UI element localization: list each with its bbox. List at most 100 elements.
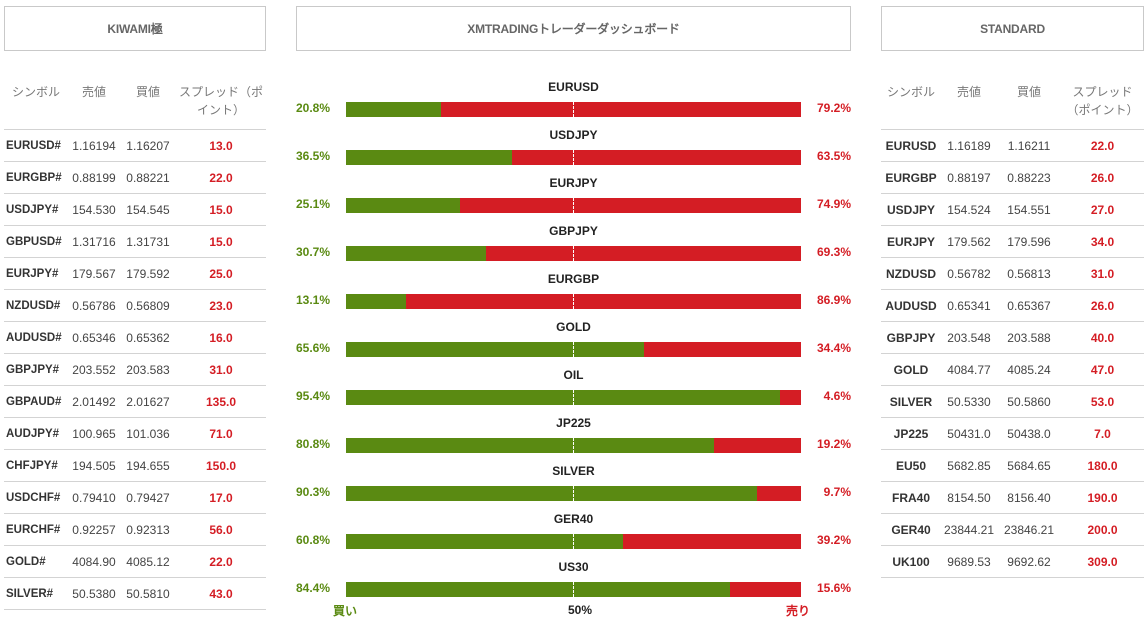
sentiment-item: SILVER 90.3% 9.7% xyxy=(296,464,851,512)
ask-cell: 0.88223 xyxy=(1007,170,1051,185)
dashboard-panel-title: XMTRADINGトレーダーダッシュボード xyxy=(296,6,851,51)
ask-cell: 1.16211 xyxy=(1007,138,1051,153)
symbol-cell: AUDUSD xyxy=(885,298,937,313)
bid-cell: 194.505 xyxy=(72,458,116,473)
symbol-cell: EURGBP xyxy=(885,170,937,185)
buy-percent: 95.4% xyxy=(296,389,331,403)
spread-cell: 25.0 xyxy=(209,266,233,281)
bid-cell: 0.79410 xyxy=(72,490,116,505)
symbol-cell: NZDUSD xyxy=(886,266,936,281)
table-row: USDJPY 154.524 154.551 27.0 xyxy=(881,194,1144,226)
table-row: NZDUSD# 0.56786 0.56809 23.0 xyxy=(4,290,266,322)
table-row: NZDUSD 0.56782 0.56813 31.0 xyxy=(881,258,1144,290)
bid-cell: 1.16194 xyxy=(72,138,116,153)
buy-bar-fill xyxy=(346,534,623,549)
sentiment-bar xyxy=(346,342,801,357)
table-row: AUDUSD 0.65341 0.65367 26.0 xyxy=(881,290,1144,322)
bid-cell: 4084.90 xyxy=(72,554,116,569)
sentiment-item: JP225 80.8% 19.2% xyxy=(296,416,851,464)
midpoint-marker xyxy=(573,198,574,213)
header-ask: 買値 xyxy=(135,85,160,99)
symbol-cell: FRA40 xyxy=(891,490,930,505)
axis-mid-label: 50% xyxy=(567,603,593,617)
symbol-cell: GBPJPY xyxy=(886,330,936,345)
spread-cell: 71.0 xyxy=(209,426,233,441)
spread-cell: 23.0 xyxy=(209,298,233,313)
spread-cell: 13.0 xyxy=(209,138,233,153)
spread-cell: 26.0 xyxy=(1090,298,1115,313)
standard-panel-title: STANDARD xyxy=(881,6,1144,51)
symbol-cell: GOLD xyxy=(893,362,929,377)
table-row: USDJPY# 154.530 154.545 15.0 xyxy=(4,194,266,226)
bid-cell: 0.56786 xyxy=(72,298,116,313)
sentiment-bar xyxy=(346,534,801,549)
buy-bar-fill xyxy=(346,246,486,261)
header-symbol: シンボル xyxy=(886,85,935,99)
sentiment-bar xyxy=(346,198,801,213)
spread-cell: 26.0 xyxy=(1090,170,1115,185)
sentiment-bar xyxy=(346,486,801,501)
midpoint-marker xyxy=(573,438,574,453)
sentiment-symbol: US30 xyxy=(558,560,589,574)
ask-cell: 0.56813 xyxy=(1007,266,1051,281)
table-row: EURUSD 1.16189 1.16211 22.0 xyxy=(881,130,1144,162)
symbol-cell: EURJPY xyxy=(886,234,936,249)
ask-cell: 2.01627 xyxy=(126,394,170,409)
buy-percent: 90.3% xyxy=(296,485,331,499)
table-row: EURGBP 0.88197 0.88223 26.0 xyxy=(881,162,1144,194)
symbol-cell: GER40 xyxy=(891,522,931,537)
sentiment-item: US30 84.4% 15.6% xyxy=(296,560,851,608)
sentiment-symbol: JP225 xyxy=(556,416,591,430)
buy-bar-fill xyxy=(346,342,645,357)
ask-cell: 1.16207 xyxy=(126,138,170,153)
buy-percent: 20.8% xyxy=(296,101,331,115)
spread-cell: 56.0 xyxy=(209,522,233,537)
ask-cell: 23846.21 xyxy=(1003,522,1055,537)
sell-percent: 4.6% xyxy=(823,389,851,403)
spread-cell: 22.0 xyxy=(209,170,233,185)
sell-percent: 69.3% xyxy=(816,245,851,259)
bid-cell: 1.16189 xyxy=(947,138,991,153)
ask-cell: 203.588 xyxy=(1007,330,1051,345)
spread-cell: 190.0 xyxy=(1087,490,1118,505)
bid-cell: 0.88197 xyxy=(947,170,991,185)
header-symbol: シンボル xyxy=(11,85,60,99)
table-row: JP225 50431.0 50438.0 7.0 xyxy=(881,418,1144,450)
table-row: GBPJPY 203.548 203.588 40.0 xyxy=(881,322,1144,354)
table-row: EURUSD# 1.16194 1.16207 13.0 xyxy=(4,130,266,162)
sell-percent: 39.2% xyxy=(816,533,851,547)
spread-cell: 16.0 xyxy=(209,330,233,345)
bid-cell: 9689.53 xyxy=(947,554,991,569)
sentiment-item: USDJPY 36.5% 63.5% xyxy=(296,128,851,176)
symbol-cell: USDJPY# xyxy=(6,203,59,216)
sentiment-item: GOLD 65.6% 34.4% xyxy=(296,320,851,368)
table-row: USDCHF# 0.79410 0.79427 17.0 xyxy=(4,482,266,514)
symbol-cell: EURGBP# xyxy=(6,171,62,184)
sentiment-symbol: EURGBP xyxy=(547,272,600,286)
buy-percent: 36.5% xyxy=(296,149,331,163)
bid-cell: 4084.77 xyxy=(947,362,991,377)
spread-cell: 180.0 xyxy=(1087,458,1118,473)
table-row: GBPUSD# 1.31716 1.31731 15.0 xyxy=(4,226,266,258)
ask-cell: 154.551 xyxy=(1007,202,1051,217)
sentiment-item: EURJPY 25.1% 74.9% xyxy=(296,176,851,224)
symbol-cell: EURUSD# xyxy=(6,139,61,152)
buy-percent: 60.8% xyxy=(296,533,331,547)
sentiment-bar xyxy=(346,582,801,597)
bid-cell: 100.965 xyxy=(72,426,116,441)
table-row: GOLD 4084.77 4085.24 47.0 xyxy=(881,354,1144,386)
bid-cell: 179.562 xyxy=(947,234,991,249)
spread-cell: 53.0 xyxy=(1090,394,1115,409)
ask-cell: 203.583 xyxy=(126,362,170,377)
kiwami-panel-title: KIWAMI極 xyxy=(4,6,266,51)
sell-percent: 79.2% xyxy=(816,101,851,115)
ask-cell: 101.036 xyxy=(126,426,170,441)
bid-cell: 154.530 xyxy=(72,202,116,217)
bid-cell: 8154.50 xyxy=(947,490,991,505)
bid-cell: 203.548 xyxy=(947,330,991,345)
table-row: FRA40 8154.50 8156.40 190.0 xyxy=(881,482,1144,514)
bid-cell: 50.5380 xyxy=(72,586,116,601)
spread-cell: 200.0 xyxy=(1087,522,1118,537)
symbol-cell: NZDUSD# xyxy=(6,299,61,312)
table-row: EU50 5682.85 5684.65 180.0 xyxy=(881,450,1144,482)
